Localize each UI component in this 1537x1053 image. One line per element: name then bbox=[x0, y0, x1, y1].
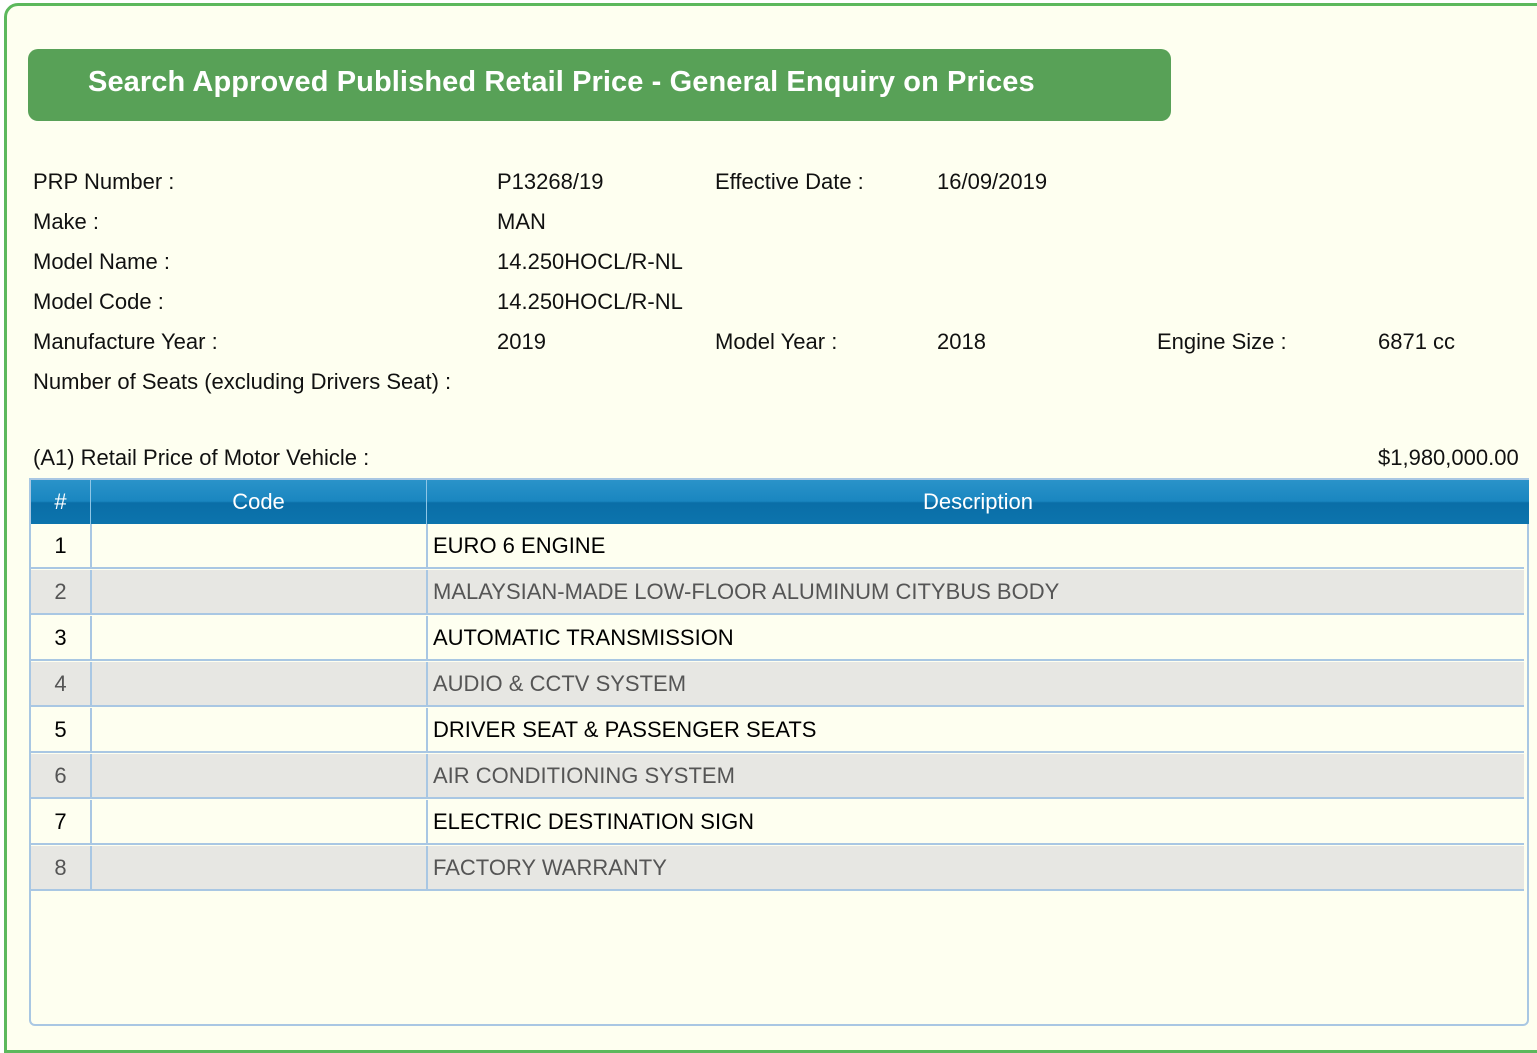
page-title-bar: Search Approved Published Retail Price -… bbox=[28, 49, 1171, 121]
model-name-label: Model Name : bbox=[33, 249, 170, 274]
table-header: # Code Description bbox=[31, 480, 1529, 524]
row-description: AUTOMATIC TRANSMISSION bbox=[426, 616, 1524, 660]
row-number: 3 bbox=[54, 625, 67, 650]
seats-label: Number of Seats (excluding Drivers Seat)… bbox=[33, 369, 452, 394]
row-description: DRIVER SEAT & PASSENGER SEATS bbox=[426, 708, 1524, 752]
row-code bbox=[90, 524, 426, 568]
table-row: 7 ELECTRIC DESTINATION SIGN bbox=[31, 800, 1524, 845]
row-code bbox=[90, 800, 426, 844]
column-header-code[interactable]: Code bbox=[90, 480, 426, 524]
row-number: 6 bbox=[54, 763, 67, 788]
model-code-label: Model Code : bbox=[33, 289, 164, 314]
page-title: Search Approved Published Retail Price -… bbox=[88, 66, 1035, 98]
model-code-value: 14.250HOCL/R-NL bbox=[497, 289, 683, 314]
engine-size-label: Engine Size : bbox=[1157, 329, 1287, 354]
manufacture-year-value: 2019 bbox=[497, 329, 546, 354]
row-description: MALAYSIAN-MADE LOW-FLOOR ALUMINUM CITYBU… bbox=[426, 570, 1524, 614]
table-row: 4 AUDIO & CCTV SYSTEM bbox=[31, 662, 1524, 707]
row-number: 5 bbox=[54, 717, 67, 742]
table-row: 6 AIR CONDITIONING SYSTEM bbox=[31, 754, 1524, 799]
row-code bbox=[90, 708, 426, 752]
row-code bbox=[90, 846, 426, 890]
make-label: Make : bbox=[33, 209, 100, 234]
row-number: 8 bbox=[54, 855, 67, 880]
row-number: 1 bbox=[54, 533, 67, 558]
column-header-description[interactable]: Description bbox=[426, 480, 1529, 524]
accessories-table: # Code Description 1 EURO 6 ENGINE 2 MAL… bbox=[29, 478, 1529, 1026]
column-header-number[interactable]: # bbox=[54, 489, 67, 514]
row-description: AIR CONDITIONING SYSTEM bbox=[426, 754, 1524, 798]
retail-price-label: (A1) Retail Price of Motor Vehicle : bbox=[33, 445, 370, 470]
engine-size-value: 6871 cc bbox=[1378, 329, 1456, 354]
table-row: 3 AUTOMATIC TRANSMISSION bbox=[31, 616, 1524, 661]
table-row: 8 FACTORY WARRANTY bbox=[31, 846, 1524, 891]
make-value: MAN bbox=[497, 209, 546, 234]
row-number: 7 bbox=[54, 809, 67, 834]
row-code bbox=[90, 616, 426, 660]
table-row: 5 DRIVER SEAT & PASSENGER SEATS bbox=[31, 708, 1524, 753]
row-number: 2 bbox=[54, 579, 67, 604]
model-year-label: Model Year : bbox=[715, 329, 838, 354]
row-number: 4 bbox=[54, 671, 67, 696]
effective-date-label: Effective Date : bbox=[715, 169, 864, 194]
prp-number-label: PRP Number : bbox=[33, 169, 175, 194]
manufacture-year-label: Manufacture Year : bbox=[33, 329, 218, 354]
table-row: 1 EURO 6 ENGINE bbox=[31, 524, 1524, 569]
row-description: AUDIO & CCTV SYSTEM bbox=[426, 662, 1524, 706]
retail-price-value: $1,980,000.00 bbox=[1378, 445, 1519, 470]
row-description: FACTORY WARRANTY bbox=[426, 846, 1524, 890]
row-description: ELECTRIC DESTINATION SIGN bbox=[426, 800, 1524, 844]
row-code bbox=[90, 662, 426, 706]
row-code bbox=[90, 570, 426, 614]
prp-number-value: P13268/19 bbox=[497, 169, 604, 194]
model-name-value: 14.250HOCL/R-NL bbox=[497, 249, 683, 274]
table-row: 2 MALAYSIAN-MADE LOW-FLOOR ALUMINUM CITY… bbox=[31, 570, 1524, 615]
row-description: EURO 6 ENGINE bbox=[426, 524, 1524, 568]
effective-date-value: 16/09/2019 bbox=[937, 169, 1048, 194]
model-year-value: 2018 bbox=[937, 329, 986, 354]
row-code bbox=[90, 754, 426, 798]
